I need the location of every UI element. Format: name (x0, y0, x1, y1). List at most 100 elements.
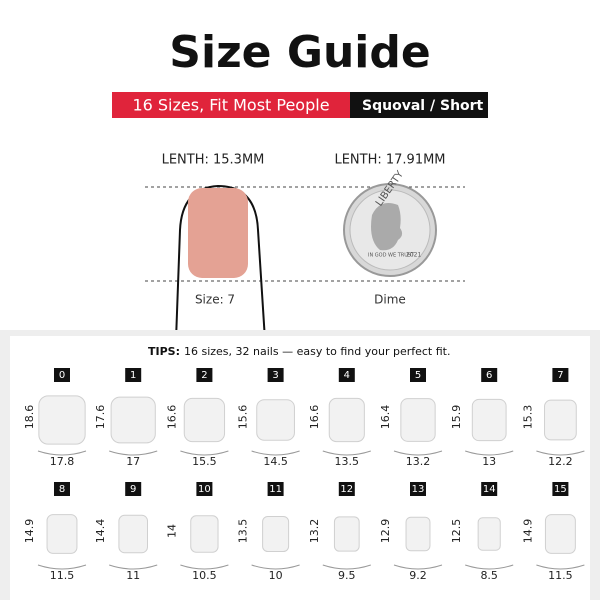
width-label: 10 (269, 569, 283, 582)
finger-caption: Size: 7 (195, 293, 235, 307)
coin-caption: Dime (374, 293, 406, 307)
width-arc (251, 564, 300, 570)
size-label: 2 (201, 370, 207, 381)
size-label: 4 (344, 370, 350, 381)
size-tag (196, 368, 213, 382)
width-label: 8.5 (480, 569, 498, 582)
width-label: 9.2 (409, 569, 427, 582)
length-label: 15.9 (450, 405, 463, 430)
size-tag (338, 482, 355, 496)
length-label: 16.4 (379, 405, 392, 430)
width-arc (465, 450, 514, 456)
size-label: 5 (415, 370, 421, 381)
width-label: 11.5 (50, 569, 75, 582)
size-label: 12 (340, 484, 353, 495)
width-label: 13.5 (335, 455, 360, 468)
size-label: 13 (412, 484, 425, 495)
width-arc (536, 564, 585, 570)
size-label: 9 (130, 484, 136, 495)
size-tag (338, 368, 355, 382)
size-tag (267, 368, 284, 382)
size-tag (410, 482, 426, 496)
size-tag (552, 482, 569, 496)
shape-text: Squoval (362, 98, 425, 114)
size-tag (552, 368, 569, 382)
width-label: 13.2 (406, 455, 431, 468)
finger-nail (188, 188, 248, 278)
coin-length: LENTH: 17.91MM (334, 153, 445, 168)
coin-portrait (371, 202, 403, 251)
length-label: 14.9 (23, 519, 36, 544)
nail (544, 399, 577, 441)
size-label: 0 (59, 370, 65, 381)
length-label: 14 (165, 524, 178, 538)
width-arc (109, 564, 158, 570)
width-arc (465, 564, 514, 570)
width-label: 13 (482, 455, 496, 468)
nail (110, 396, 156, 444)
nail (477, 517, 501, 551)
width-label: 15.5 (192, 455, 217, 468)
width-arc (109, 450, 158, 456)
width-arc (251, 450, 300, 456)
width-arc (393, 564, 443, 570)
length-label: 16.6 (165, 405, 178, 430)
size-label: 7 (557, 370, 563, 381)
tips-text: 16 sizes, 32 nails — easy to find your p… (184, 345, 451, 358)
width-arc (180, 564, 229, 570)
nail (544, 514, 576, 554)
width-label: 11 (126, 569, 140, 582)
nail (183, 397, 226, 443)
width-label: 17.8 (50, 455, 75, 468)
nail (190, 515, 219, 553)
width-label: 14.5 (263, 455, 288, 468)
length-label: 17.6 (94, 405, 107, 430)
length-label: 16.6 (308, 405, 321, 430)
nail (471, 398, 507, 442)
width-arc (37, 450, 87, 456)
tips: TIPS: 16 sizes, 32 nails — easy to find y… (148, 345, 450, 358)
coin-text: 2021 (406, 252, 421, 259)
size-label: 15 (554, 484, 567, 495)
nail (256, 399, 295, 441)
width-arc (37, 564, 87, 570)
width-arc (322, 450, 371, 456)
width-arc (180, 450, 229, 456)
length-label: 15.3 (521, 405, 534, 430)
size-tag (481, 482, 498, 496)
length-label: 13.5 (237, 519, 250, 544)
length-label: 18.6 (23, 405, 36, 430)
length-label: 13.2 (308, 519, 321, 544)
nail (405, 516, 431, 552)
length-label: 12.9 (379, 519, 392, 544)
size-tag (267, 482, 284, 496)
size-label: 11 (269, 484, 282, 495)
width-label: 12.2 (548, 455, 573, 468)
size-label: 6 (486, 370, 492, 381)
nail (38, 395, 86, 445)
finger (175, 184, 266, 341)
width-label: 11.5 (548, 569, 573, 582)
tips-label: TIPS: (148, 345, 180, 358)
badge-red (112, 92, 350, 118)
length-text: / Short (430, 98, 484, 114)
size-label: 14 (483, 484, 496, 495)
width-arc (536, 450, 585, 456)
nail-grid: 0 18.6 17.8 1 17.6 17 2 16.6 15.5 3 15.6 14.5 4 16.6 1… (23, 368, 585, 582)
width-arc (393, 450, 443, 456)
coin-text: IN GOD WE TRUST (368, 253, 415, 259)
nail (333, 516, 360, 552)
length-label: 14.4 (94, 519, 107, 544)
size-label: 8 (59, 484, 65, 495)
size-tag (125, 482, 142, 496)
width-label: 17 (126, 455, 140, 468)
size-label: 1 (130, 370, 136, 381)
size-label: 3 (272, 370, 278, 381)
badge-black (350, 92, 488, 118)
panel (10, 336, 590, 600)
size-tag (481, 368, 498, 382)
nail (46, 514, 78, 554)
title: Size Guide (169, 27, 430, 78)
size-tag (125, 368, 142, 382)
